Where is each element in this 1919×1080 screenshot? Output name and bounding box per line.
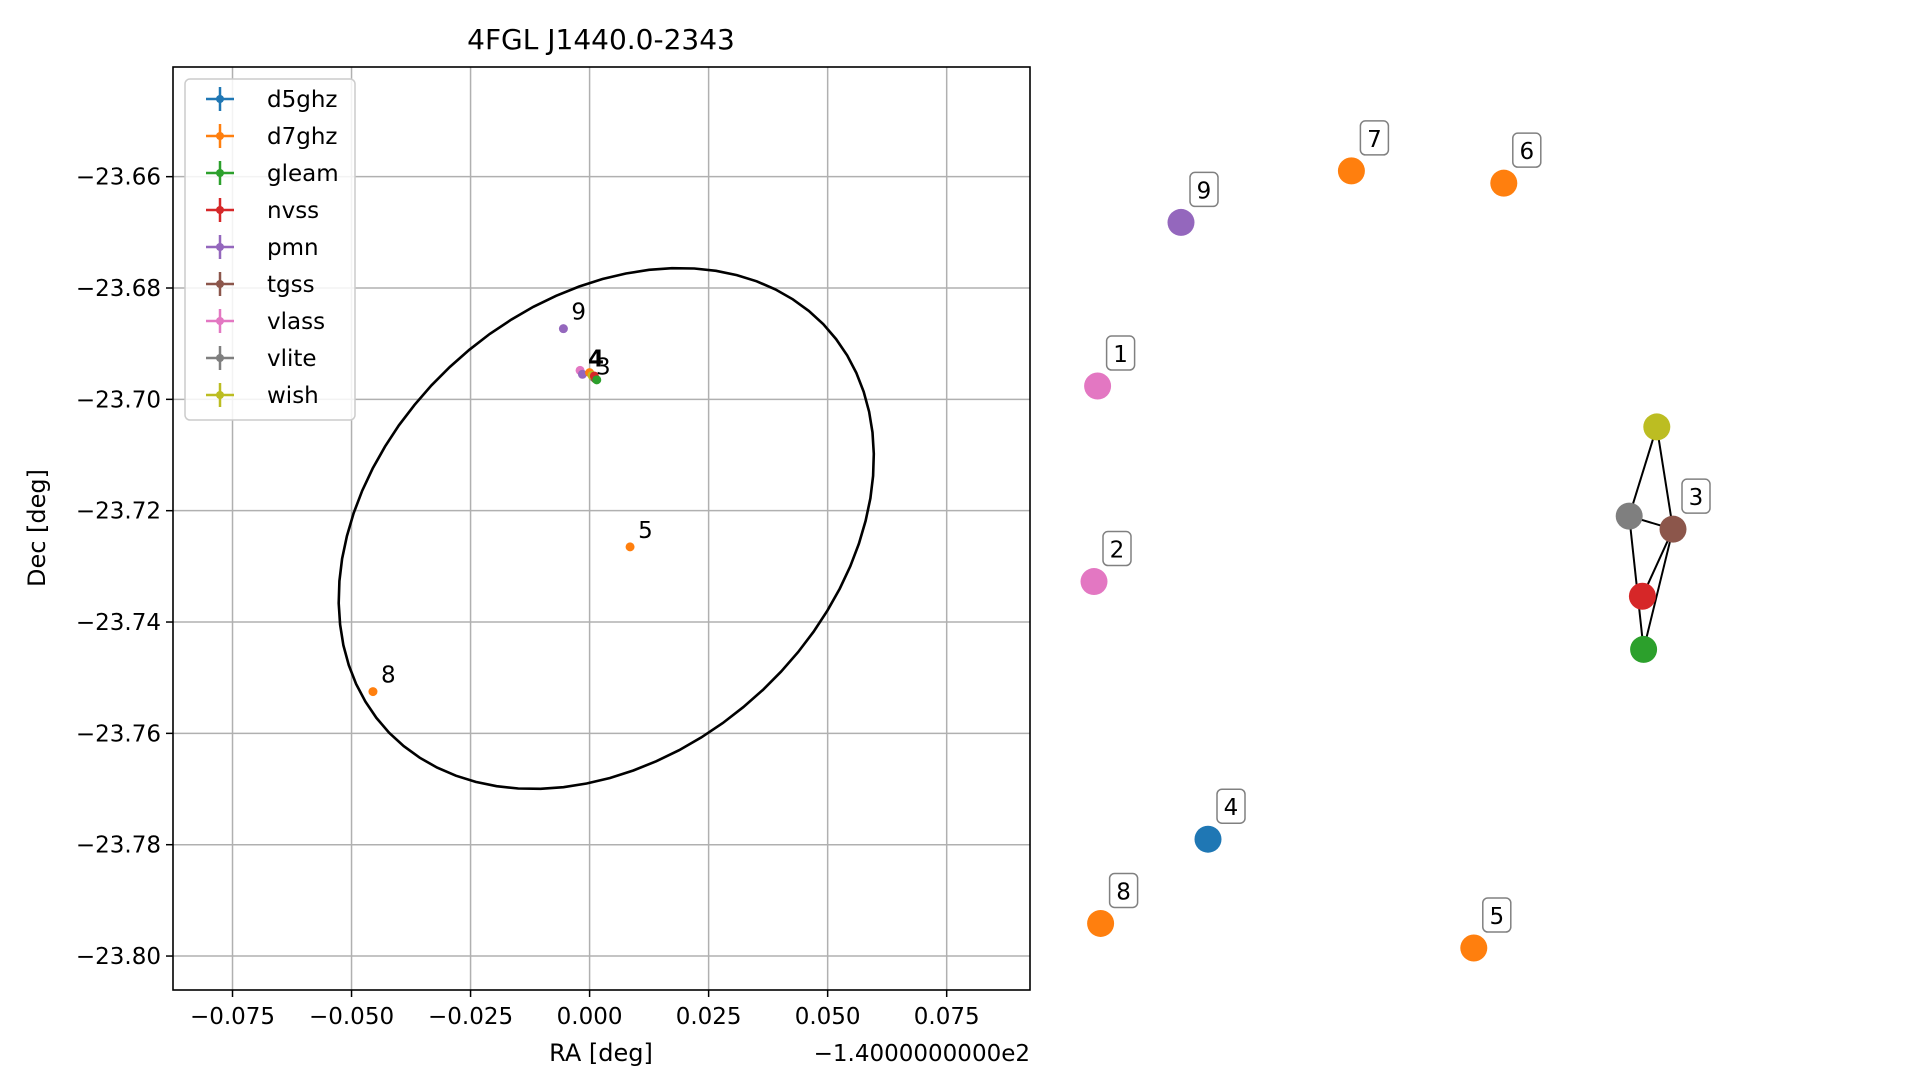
y-axis-label: Dec [deg] (23, 469, 51, 587)
point-label: 8 (381, 663, 396, 689)
graph-node (1615, 502, 1643, 530)
x-tick-label: −0.050 (309, 1004, 394, 1030)
x-tick-label: 0.000 (557, 1004, 623, 1030)
nodes-layer: 9 7 6 1 2 4 8 5 3 (1080, 120, 1711, 962)
node-label-box (1681, 478, 1711, 514)
node-label-box (1359, 120, 1390, 156)
data-point (625, 542, 635, 552)
x-tick-label: −0.025 (428, 1004, 513, 1030)
graph-node (1628, 582, 1656, 610)
graph-node (1194, 825, 1222, 853)
graph-node (1080, 568, 1108, 596)
node-label-box (1482, 897, 1512, 933)
point-label: 5 (638, 518, 653, 544)
graph-edge (1642, 528, 1674, 650)
point-label: 9 (571, 300, 586, 326)
data-point (558, 324, 568, 334)
legend-marker-dot (216, 169, 224, 177)
graph-node (1659, 515, 1687, 543)
x-tick-label: 0.025 (676, 1004, 742, 1030)
y-tick-label: −23.68 (76, 276, 161, 302)
y-tick-label: −23.70 (76, 387, 161, 413)
legend-marker-dot (216, 95, 224, 103)
cluster-label: 3 (596, 355, 611, 381)
x-tick-label: 0.075 (914, 1004, 980, 1030)
legend-label: nvss (267, 198, 319, 224)
graph-edge (1628, 515, 1645, 650)
legend-marker-dot (216, 317, 224, 325)
node-label: 8 (1116, 879, 1131, 905)
legend-box (184, 78, 356, 421)
node-label: 7 (1367, 127, 1382, 153)
axis-ticks: −0.075 −0.050 −0.025 0.000 0.025 0.050 0.075 −2… (76, 165, 980, 1030)
x-tick-label: 0.050 (795, 1004, 861, 1030)
graph-edge (1655, 426, 1674, 530)
legend-label: tgss (267, 272, 315, 298)
graph-node (1460, 934, 1488, 962)
node-label: 6 (1519, 139, 1534, 165)
graph-node (1490, 169, 1518, 197)
x-tick-label: −0.075 (190, 1004, 275, 1030)
y-tick-label: −23.80 (76, 944, 161, 970)
legend-marker-dot (216, 391, 224, 399)
node-label: 9 (1197, 178, 1212, 204)
node-label: 3 (1689, 485, 1704, 511)
graph-node (1084, 372, 1112, 400)
plot-frame (172, 66, 1031, 991)
graph-node (1167, 208, 1195, 236)
node-label: 2 (1110, 538, 1125, 564)
y-tick-label: −23.76 (76, 721, 161, 747)
error-ellipse-layer (337, 266, 876, 791)
graph-node (1643, 413, 1671, 441)
legend-label: d5ghz (267, 87, 337, 113)
points-layer: 9 5 8 43 (368, 300, 653, 697)
legend-marker-dot (216, 280, 224, 288)
node-label-box (1105, 335, 1136, 371)
x-axis-offset-label: −1.4000000000e2 (814, 1041, 1030, 1067)
graph-node (1337, 157, 1365, 185)
node-label-box (1102, 530, 1132, 567)
legend-label: vlite (267, 346, 317, 372)
sky-position-chart: 9 5 8 43 −0.075 −0.050 −0.025 0.000 0.025 0.050 0… (23, 23, 1031, 1067)
legend-marker-dot (216, 206, 224, 214)
legend-label: pmn (267, 235, 319, 261)
error-ellipse (337, 266, 876, 791)
y-tick-label: −23.74 (76, 610, 161, 636)
graph-node (1087, 909, 1115, 937)
node-label: 1 (1113, 342, 1128, 368)
legend-marker-dot (216, 354, 224, 362)
data-point (368, 687, 378, 697)
node-label-box (1108, 872, 1139, 909)
data-point (577, 369, 587, 379)
legend: d5ghz d7ghz gleam nvss pmn tgss vlass vlite wish (184, 78, 356, 421)
cluster-label: 4 (588, 347, 604, 373)
data-point (592, 375, 602, 385)
graph-node (1630, 635, 1658, 663)
node-label: 5 (1489, 904, 1504, 930)
y-tick-label: −23.66 (76, 165, 161, 191)
node-label-box (1189, 171, 1219, 208)
legend-marker-dot (216, 132, 224, 140)
y-tick-label: −23.78 (76, 833, 161, 859)
legend-label: vlass (267, 309, 325, 335)
y-tick-label: −23.72 (76, 499, 161, 525)
node-label: 4 (1224, 795, 1239, 821)
chart-title: 4FGL J1440.0-2343 (467, 23, 735, 56)
legend-marker-dot (216, 243, 224, 251)
legend-label: gleam (267, 161, 339, 187)
legend-label: d7ghz (267, 124, 337, 150)
graph-edge (1628, 426, 1658, 517)
node-label-box (1216, 788, 1246, 824)
x-axis-label: RA [deg] (549, 1039, 653, 1067)
legend-label: wish (267, 383, 319, 409)
source-association-diagram: 9 7 6 1 2 4 8 5 3 (1080, 120, 1711, 962)
node-label-box (1512, 132, 1542, 168)
